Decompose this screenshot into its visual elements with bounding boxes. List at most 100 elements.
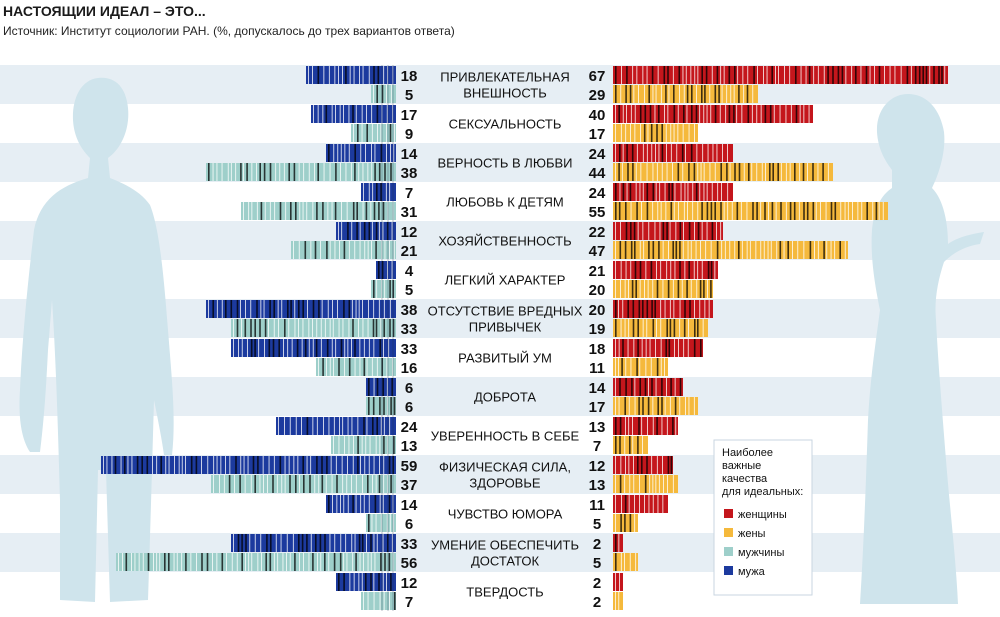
bar-stripe [642,436,643,454]
bar-stripe [353,436,354,454]
bar-stripe [817,241,819,259]
bar-stripe [328,553,330,571]
bar-stripe [233,319,234,337]
bar-stripe [320,553,322,571]
bar-stripe [720,202,722,220]
bar-stripe [379,592,381,610]
bar-stripe [302,456,304,474]
bar-stripe [342,475,344,493]
bar-мужчины [116,553,396,571]
bar-stripe [814,241,815,259]
bar-stripe [381,261,384,279]
bar-stripe [244,475,246,493]
bar-stripe [352,553,354,571]
bar-stripe [383,319,385,337]
bar-stripe [315,534,317,552]
bar-stripe [665,339,667,357]
bar-stripe [646,202,649,220]
bar-stripe [780,202,782,220]
bar-stripe [659,222,661,240]
bar-stripe [302,300,304,318]
bar-stripe [343,495,345,513]
bar-stripe [231,553,233,571]
bar-stripe [634,397,636,415]
bar-stripe [615,183,617,201]
bar-stripe [679,397,681,415]
bar-женщины [613,261,718,279]
bar-stripe [388,339,390,357]
bar-stripe [335,163,337,181]
bar-stripe [697,319,699,337]
bar-stripe [327,202,329,220]
bar-stripe [261,553,262,571]
bar-stripe [243,202,244,220]
bar-stripe [733,105,735,123]
bar-stripe [860,66,862,84]
bar-stripe [670,378,672,396]
bar-stripe [283,163,285,181]
bar-stripe [716,222,717,240]
bar-stripe [181,456,183,474]
bar-stripe [642,66,644,84]
bar-stripe [627,339,629,357]
bar-stripe [383,300,385,318]
bar-stripe [635,553,637,571]
bar-stripe [663,475,664,493]
bar-stripe [648,495,650,513]
bar-stripe [343,300,345,318]
bar-stripe [251,163,253,181]
bar-stripe [615,241,616,259]
bar-stripe [697,202,699,220]
bar-stripe [922,66,924,84]
bar-stripe [688,163,690,181]
bar-stripe [344,339,346,357]
bar-stripe [294,319,296,337]
bar-stripe [701,222,703,240]
value-label-мужчины: 16 [401,360,418,377]
legend-label-женщины: женщины [738,509,787,521]
bar-stripe [248,553,250,571]
legend-label-мужа: мужа [738,566,766,578]
bar-stripe [256,202,258,220]
bar-stripe [368,514,370,532]
bar-stripe [351,339,352,357]
bar-stripe [212,163,214,181]
bar-stripe [635,280,637,298]
bar-stripe [392,105,394,123]
bar-stripe [697,261,699,279]
bar-stripe [378,573,380,591]
bar-stripe [619,417,622,435]
bar-stripe [339,417,340,435]
value-label-мужа: 14 [401,146,418,163]
bar-stripe [159,553,161,571]
bar-stripe [382,202,385,220]
bar-stripe [332,495,333,513]
bar-stripe [699,300,701,318]
bar-stripe [944,66,946,84]
bar-stripe [335,339,337,357]
bar-stripe [348,144,350,162]
bar-stripe [383,436,385,454]
bar-stripe [375,436,377,454]
bar-stripe [844,241,846,259]
bar-stripe [632,300,635,318]
value-label-жены: 5 [593,555,601,572]
bar-stripe [375,319,378,337]
bar-stripe [265,553,267,571]
bar-stripe [322,105,324,123]
bar-stripe [670,261,672,279]
bar-stripe [675,222,677,240]
bar-stripe [618,105,620,123]
bar-stripe [361,436,363,454]
bar-stripe [687,202,688,220]
bar-stripe [298,319,299,337]
bar-stripe [322,202,324,220]
bars-layer [101,65,948,611]
bar-stripe [287,339,289,357]
bar-stripe [378,475,381,493]
bar-stripe [378,300,380,318]
bar-stripe [208,163,210,181]
bar-stripe [840,202,842,220]
bar-stripe [649,339,651,357]
bar-stripe [246,163,248,181]
